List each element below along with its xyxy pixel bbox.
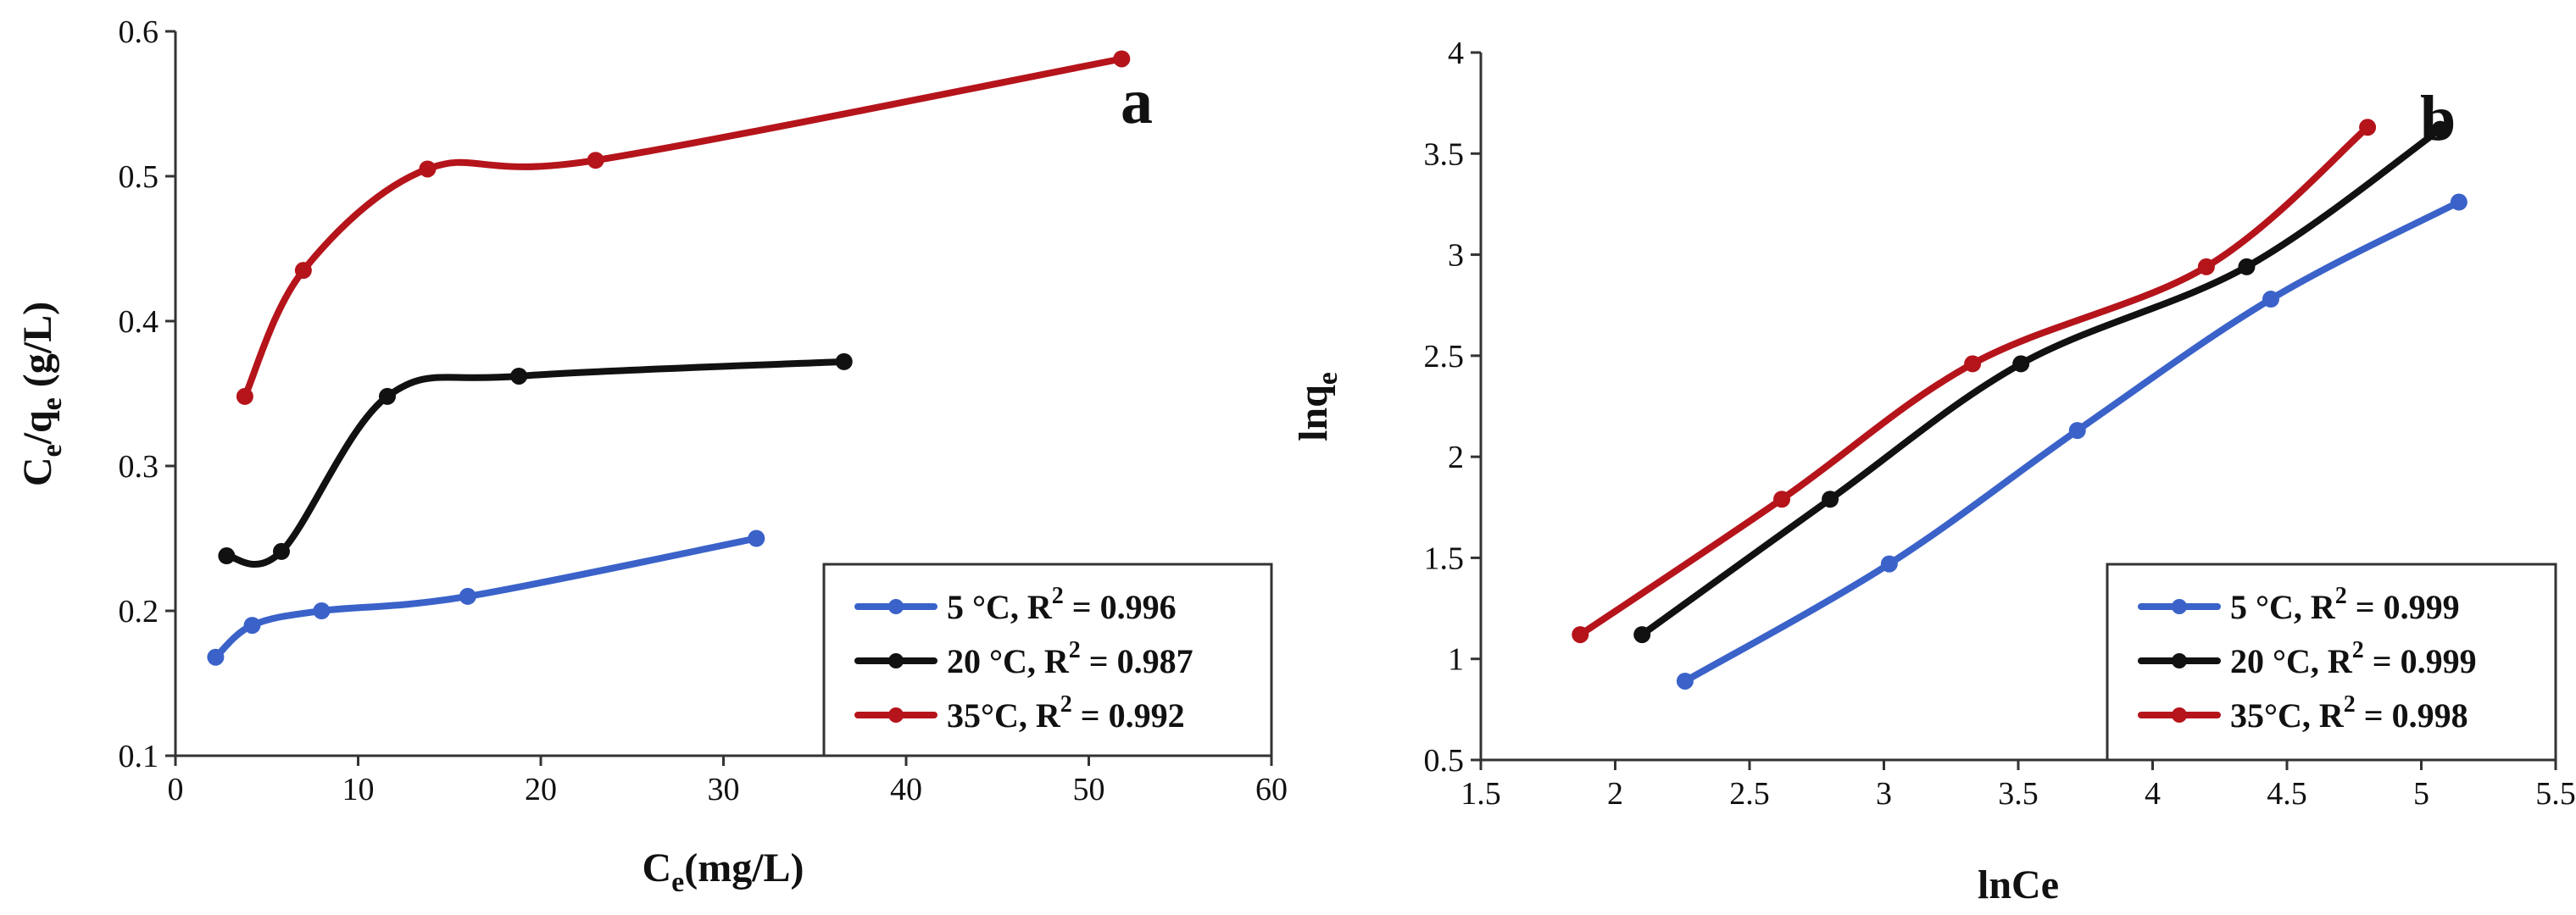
series-0 bbox=[1676, 193, 2468, 690]
data-point bbox=[2068, 422, 2086, 440]
y-tick-label: 0.5 bbox=[119, 159, 159, 195]
y-tick-label: 0.2 bbox=[119, 594, 159, 629]
data-point bbox=[1572, 626, 1589, 644]
legend-swatch-marker bbox=[2172, 653, 2187, 668]
series-line bbox=[212, 535, 760, 661]
y-tick-label: 0.3 bbox=[119, 449, 159, 485]
data-point bbox=[294, 262, 312, 280]
data-point bbox=[510, 367, 528, 385]
series-line bbox=[1639, 125, 2444, 639]
legend-swatch-marker bbox=[888, 653, 904, 668]
y-axis-title: Ce/qe (g/L) bbox=[15, 302, 68, 486]
y-tick-label: 0.6 bbox=[119, 14, 159, 50]
y-tick-label: 1.5 bbox=[1424, 541, 1465, 576]
data-point bbox=[459, 587, 476, 605]
legend-swatch-marker bbox=[888, 599, 904, 614]
data-point bbox=[2262, 291, 2279, 308]
x-tick-label: 1.5 bbox=[1460, 776, 1501, 812]
x-tick-label: 2.5 bbox=[1729, 776, 1770, 812]
x-tick-label: 0 bbox=[168, 772, 184, 807]
x-axis-title: lnCe bbox=[1978, 862, 2059, 907]
x-tick-label: 10 bbox=[342, 772, 375, 807]
data-point bbox=[1676, 672, 1694, 690]
data-point bbox=[2450, 193, 2468, 211]
data-point bbox=[419, 160, 437, 178]
data-point bbox=[1964, 355, 1982, 373]
data-point bbox=[207, 648, 225, 666]
series-1 bbox=[1633, 120, 2449, 644]
series-line bbox=[241, 55, 1126, 400]
data-point bbox=[1633, 626, 1651, 644]
data-point bbox=[236, 387, 253, 405]
x-tick-label: 20 bbox=[525, 772, 557, 807]
data-point bbox=[2431, 120, 2449, 138]
data-point bbox=[2238, 258, 2256, 275]
panel-letter: a bbox=[1121, 66, 1153, 137]
data-point bbox=[835, 352, 853, 370]
x-tick-label: 5 bbox=[2413, 776, 2429, 812]
y-tick-label: 3.5 bbox=[1424, 136, 1465, 172]
panel-letter: b bbox=[2420, 83, 2456, 154]
y-axis-title: lnqe bbox=[1291, 372, 1344, 441]
y-tick-label: 2.5 bbox=[1424, 339, 1465, 374]
x-tick-label: 4 bbox=[2145, 776, 2161, 812]
y-tick-label: 0.5 bbox=[1424, 743, 1465, 779]
legend-entry: 35°C, R2 = 0.998 bbox=[2230, 691, 2468, 735]
data-point bbox=[2359, 119, 2377, 136]
series-2 bbox=[236, 50, 1131, 405]
data-point bbox=[2012, 355, 2030, 373]
data-point bbox=[243, 617, 261, 635]
y-tick-label: 1 bbox=[1448, 642, 1464, 678]
data-point bbox=[2197, 258, 2215, 275]
x-tick-label: 3 bbox=[1876, 776, 1892, 812]
x-tick-label: 3.5 bbox=[1998, 776, 2039, 812]
legend-swatch-marker bbox=[888, 707, 904, 723]
y-tick-label: 2 bbox=[1448, 440, 1464, 475]
series-2 bbox=[1572, 119, 2377, 644]
legend-swatch-marker bbox=[2172, 707, 2187, 723]
data-point bbox=[1822, 491, 1839, 508]
x-tick-label: 60 bbox=[1255, 772, 1288, 807]
data-point bbox=[748, 530, 765, 547]
series-line bbox=[1577, 124, 2372, 639]
x-tick-label: 40 bbox=[890, 772, 922, 807]
legend-entry: 20 °C, R2 = 0.987 bbox=[947, 637, 1193, 680]
series-0 bbox=[207, 530, 765, 666]
data-point bbox=[587, 152, 604, 169]
legend-entry: 35°C, R2 = 0.992 bbox=[947, 691, 1185, 735]
panel-b: 1.5 2 2.5 3 3.5 4 4.5 5 5.5 0.5 1 1.5 2 2.5 3 3.5 4 b lnCe… bbox=[1291, 36, 2576, 907]
legend-entry: 5 °C, R2 = 0.999 bbox=[2230, 583, 2460, 626]
panel-a: 0 10 20 30 40 50 60 0.1 0.2 0.3 0.4 0.5 0.6 a Ce(mg/L)… bbox=[15, 14, 1288, 898]
legend: 5 °C, R2 = 0.999 20 °C, R2 = 0.999 35°C, R… bbox=[2106, 563, 2557, 762]
y-tick-label: 4 bbox=[1448, 36, 1464, 71]
data-point bbox=[313, 602, 331, 619]
legend-entry: 20 °C, R2 = 0.999 bbox=[2230, 637, 2477, 680]
data-point bbox=[218, 547, 236, 565]
data-point bbox=[378, 387, 396, 405]
x-axis-title: Ce(mg/L) bbox=[642, 846, 804, 898]
legend: 5 °C, R2 = 0.996 20 °C, R2 = 0.987 35°C, R… bbox=[822, 563, 1273, 757]
data-point bbox=[1880, 555, 1898, 573]
x-tick-label: 5.5 bbox=[2535, 776, 2576, 812]
series-1 bbox=[218, 352, 853, 568]
x-tick-label: 4.5 bbox=[2267, 776, 2307, 812]
y-tick-label: 3 bbox=[1448, 238, 1464, 274]
legend-swatch-marker bbox=[2172, 599, 2187, 614]
legend-entry: 5 °C, R2 = 0.996 bbox=[947, 583, 1177, 626]
x-tick-label: 30 bbox=[708, 772, 740, 807]
data-point bbox=[1773, 491, 1791, 508]
y-tick-label: 0.1 bbox=[119, 739, 159, 774]
y-tick-label: 0.4 bbox=[119, 304, 159, 340]
data-point bbox=[272, 542, 290, 560]
x-tick-label: 50 bbox=[1073, 772, 1105, 807]
x-tick-label: 2 bbox=[1607, 776, 1623, 812]
data-point bbox=[1113, 50, 1131, 68]
